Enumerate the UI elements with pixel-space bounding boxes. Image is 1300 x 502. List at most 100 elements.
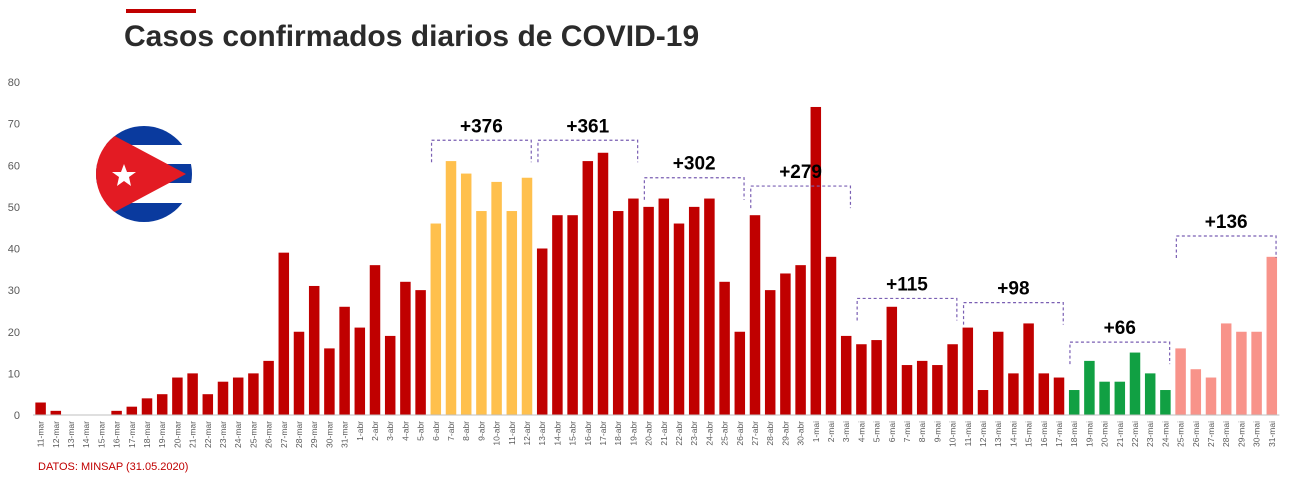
bar-19-mai [1084,360,1095,415]
bar-24-mai [1160,390,1171,415]
x-tick-label: 5-mai [872,421,882,442]
x-tick-label: 31-mar [340,421,350,448]
x-tick-label: 31-mai [1267,421,1277,447]
x-tick-label: 23-mar [218,421,228,448]
bar-4-abr [400,281,411,415]
x-tick-label: 8-abr [461,421,471,441]
bar-14-mai [1008,373,1019,415]
bar-23-abr [688,206,700,415]
x-tick-label: 9-mai [932,421,942,442]
bar-17-mai [1053,377,1065,415]
x-tick-label: 26-abr [735,421,745,446]
x-tick-label: 22-abr [674,421,684,446]
x-tick-label: 26-mai [1191,421,1201,447]
y-tick-label: 80 [8,77,20,89]
annotation-bracket [856,297,958,321]
x-tick-label: 3-mai [841,421,851,442]
cuba-flag-icon [96,126,192,222]
x-tick-label: 21-abr [659,421,669,446]
bar-14-abr [552,215,563,415]
bar-16-mar [111,410,122,415]
bar-16-mai [1038,373,1050,415]
x-tick-label: 27-mai [1206,421,1216,447]
x-tick-label: 20-mai [1100,421,1110,447]
bar-22-mai [1129,352,1141,415]
x-tick-label: 11-abr [507,421,517,445]
annotation-label: +98 [997,279,1029,300]
bar-28-mai [1220,323,1232,415]
x-tick-label: 11-mai [963,421,973,446]
x-tick-label: 13-mar [66,421,76,448]
x-tick-label: 29-abr [780,421,790,446]
x-tick-label: 14-abr [552,421,562,446]
x-tick-label: 29-mai [1236,421,1246,447]
bar-7-abr [445,161,457,415]
bars-group [35,106,1278,415]
bar-3-abr [384,335,396,415]
bar-28-mar [293,331,305,415]
x-tick-label: 22-mai [1130,421,1140,447]
y-axis: 0 10 20 30 40 50 60 70 80 [8,77,20,422]
bar-18-mai [1068,390,1080,415]
bar-11-mar [35,402,46,415]
x-tick-label: 20-mar [172,421,182,448]
bar-7-mai [901,365,913,415]
bar-5-mai [871,340,882,415]
annotation-bracket [643,177,745,200]
bar-29-abr [780,273,791,415]
annotation-label: +376 [460,116,503,137]
bar-11-abr [506,211,518,415]
bar-3-mai [840,335,852,415]
bar-31-mai [1266,256,1278,415]
x-tick-label: 16-mai [1039,421,1049,447]
bar-20-abr [643,206,654,415]
x-tick-label: 12-mai [978,421,988,447]
x-tick-label: 15-mai [1024,421,1034,447]
bar-6-abr [430,223,442,415]
x-tick-label: 1-mai [811,421,821,442]
y-tick-label: 40 [8,244,20,256]
title-accent-bar [126,9,196,13]
bar-27-abr [749,215,761,415]
bar-1-abr [354,327,366,415]
x-tick-label: 24-abr [704,421,714,446]
bar-13-abr [536,248,548,415]
bar-28-abr [764,290,776,415]
bar-6-mai [886,306,898,415]
bar-22-mar [202,394,214,415]
x-tick-label: 9-abr [476,421,486,441]
x-tick-label: 13-mai [993,421,1003,447]
x-tick-label: 6-mai [887,421,897,442]
x-tick-label: 14-mai [1008,421,1018,447]
bar-16-abr [582,161,594,415]
x-axis-labels: 11-mar 12-mar 13-mar 14-mar 15-mar 16-mar 17-m… [36,421,1277,448]
x-tick-label: 28-abr [765,421,775,446]
annotation-label: +136 [1205,212,1248,233]
bar-31-mar [339,306,350,415]
x-tick-label: 20-abr [644,421,654,446]
bar-26-mar [263,360,274,415]
bar-4-mai [856,344,867,415]
x-tick-label: 16-abr [583,421,593,446]
bar-24-abr [704,198,715,415]
x-tick-label: 30-abr [796,421,806,446]
x-tick-label: 17-mai [1054,421,1064,447]
annotation-bracket [750,185,852,209]
bar-15-abr [567,215,578,415]
bar-2-abr [369,265,381,415]
bar-12-mai [977,390,989,415]
x-tick-label: 7-abr [446,421,456,441]
bar-10-mai [947,344,958,415]
bar-26-mai [1190,369,1202,415]
bar-21-mar [187,373,198,415]
x-tick-label: 25-abr [720,421,730,446]
bar-19-abr [628,198,639,415]
x-tick-label: 23-mai [1145,421,1155,447]
x-tick-label: 30-mar [324,421,334,448]
bar-29-mar [308,285,320,415]
x-tick-label: 7-mai [902,421,912,442]
x-tick-label: 17-mar [127,421,137,448]
bar-9-abr [476,211,487,415]
x-tick-label: 29-mar [309,421,319,448]
